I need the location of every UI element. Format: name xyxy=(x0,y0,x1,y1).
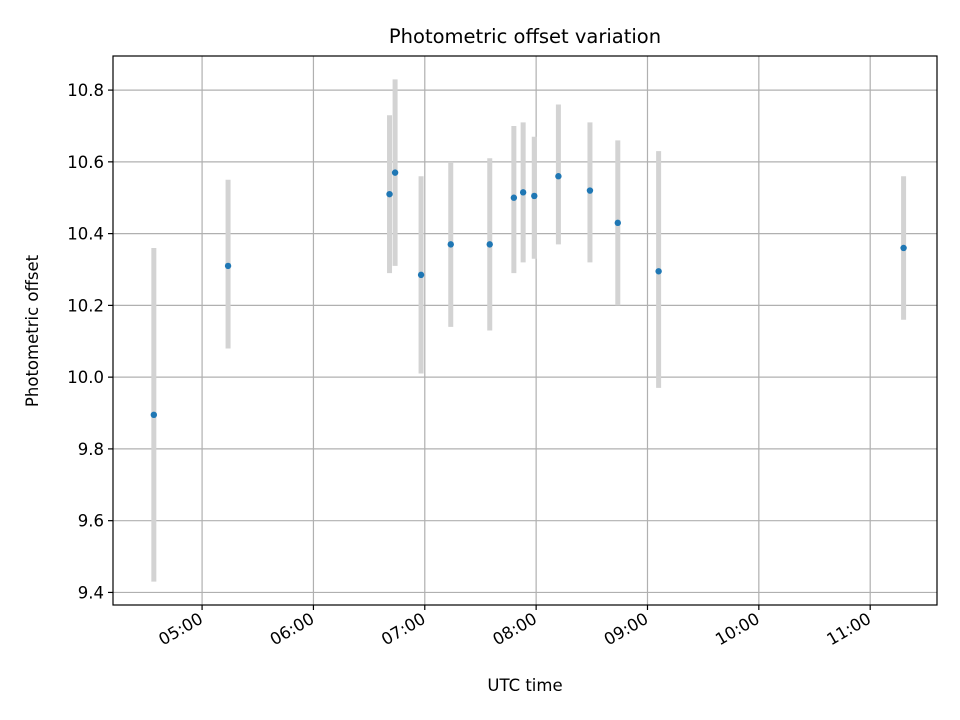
data-point xyxy=(900,244,907,252)
data-point xyxy=(586,187,594,194)
y-axis: 9.4 9.6 9.8 10.0 10.2 10.4 10.6 10.8 xyxy=(67,81,113,602)
chart-title: Photometric offset variation xyxy=(389,25,661,48)
y-tick-label: 10.4 xyxy=(67,225,104,244)
y-tick-label: 9.8 xyxy=(78,440,104,459)
data-point xyxy=(555,173,562,180)
y-tick-label: 10.6 xyxy=(67,153,104,172)
y-tick-label: 10.2 xyxy=(67,296,104,315)
y-tick-label: 10.0 xyxy=(67,368,104,387)
data-point xyxy=(510,194,518,201)
data-point xyxy=(614,219,621,227)
data-point xyxy=(417,271,425,279)
plot-frame xyxy=(112,55,938,606)
y-tick-label: 9.6 xyxy=(78,512,104,531)
data-point xyxy=(655,268,662,275)
data-point xyxy=(150,411,158,419)
y-tick-label: 9.4 xyxy=(78,583,104,602)
y-axis-label: Photometric offset xyxy=(23,254,42,407)
x-axis-label: UTC time xyxy=(487,676,562,695)
data-point xyxy=(224,262,232,270)
data-point xyxy=(391,169,399,176)
data-point xyxy=(486,241,493,248)
data-point xyxy=(531,192,538,200)
data-point xyxy=(386,190,393,198)
data-point xyxy=(519,189,527,196)
data-point xyxy=(447,241,454,248)
y-tick-label: 10.8 xyxy=(67,81,104,100)
data-points xyxy=(150,169,907,419)
